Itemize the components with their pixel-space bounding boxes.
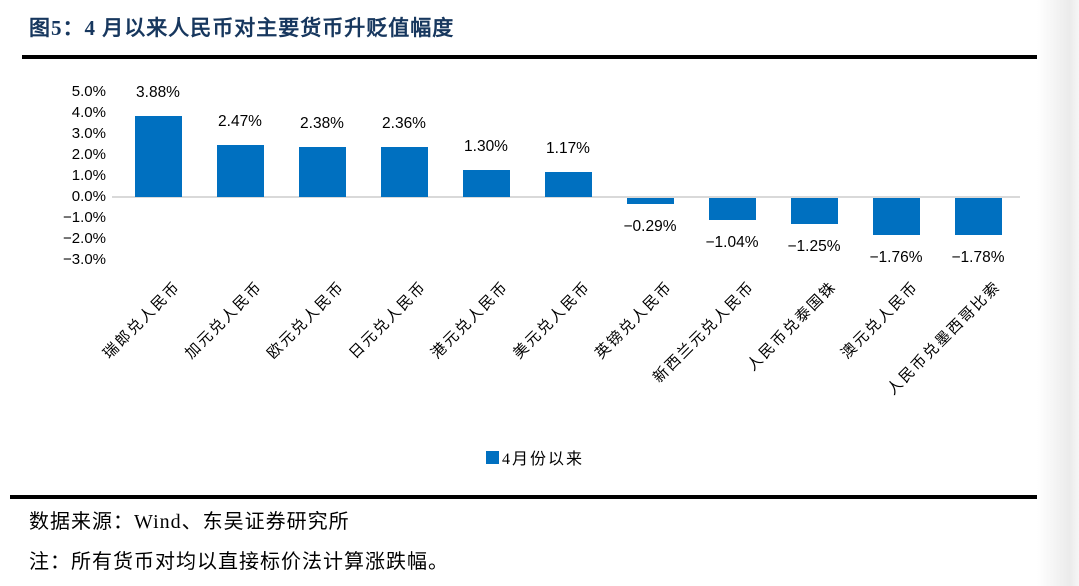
bar-value-label: 2.36% [382, 115, 426, 133]
bar [790, 198, 838, 225]
x-category-label: 新西兰元兑人民币 [650, 278, 759, 387]
y-tick-label: 2.0% [71, 146, 106, 163]
x-category-label: 欧元兑人民币 [264, 278, 349, 363]
bar [872, 198, 920, 235]
y-tick-label: 4.0% [71, 104, 106, 121]
x-category-label: 美元兑人民币 [510, 278, 595, 363]
bar-value-label: 3.88% [136, 83, 180, 101]
bar-value-label: −1.78% [951, 249, 1005, 267]
bar [134, 115, 182, 197]
y-tick-label: −3.0% [63, 251, 106, 268]
y-tick-label: 5.0% [71, 83, 106, 100]
note-line: 注：所有货币对均以直接标价法计算涨跌幅。 [29, 551, 449, 573]
bar [708, 198, 756, 220]
zero-gridline [112, 196, 1020, 198]
top-divider [22, 55, 1037, 59]
bar [544, 172, 592, 197]
bar-value-label: −1.76% [869, 248, 923, 266]
bottom-divider [10, 495, 1037, 499]
figure-title: 图5：4 月以来人民币对主要货币升贬值幅度 [29, 16, 455, 40]
bar [298, 147, 346, 197]
bar-value-label: −0.29% [623, 218, 677, 236]
bar-value-label: 1.17% [546, 140, 590, 158]
y-tick-label: 3.0% [71, 125, 106, 142]
bar-value-label: 1.30% [464, 137, 508, 155]
bar [380, 147, 428, 197]
bar-value-label: −1.25% [787, 238, 841, 256]
bar-value-label: −1.04% [705, 233, 759, 251]
x-category-label: 日元兑人民币 [346, 278, 431, 363]
x-category-label: 人民币兑墨西哥比索 [884, 278, 1005, 399]
bar [626, 198, 674, 205]
y-tick-label: 1.0% [71, 167, 106, 184]
legend: 4月份以来 [486, 445, 584, 469]
x-category-label: 澳元兑人民币 [838, 278, 923, 363]
page-edge-shadow [1037, 0, 1079, 586]
x-category-label: 加元兑人民币 [182, 278, 267, 363]
bar [216, 145, 264, 197]
y-tick-label: −2.0% [63, 230, 106, 247]
bar [954, 198, 1002, 236]
x-category-label: 瑞郎兑人民币 [100, 278, 185, 363]
y-tick-label: 0.0% [71, 188, 106, 205]
legend-label: 4月份以来 [502, 451, 585, 468]
x-category-label: 人民币兑泰国铢 [744, 278, 841, 375]
x-category-label: 港元兑人民币 [428, 278, 513, 363]
legend-swatch [486, 450, 499, 464]
bar-value-label: 2.38% [300, 115, 344, 133]
x-category-label: 英镑兑人民币 [592, 278, 677, 363]
bar [462, 169, 510, 197]
data-source-line: 数据来源：Wind、东吴证券研究所 [29, 511, 350, 533]
bar-value-label: 2.47% [218, 113, 262, 131]
y-tick-label: −1.0% [63, 209, 106, 226]
